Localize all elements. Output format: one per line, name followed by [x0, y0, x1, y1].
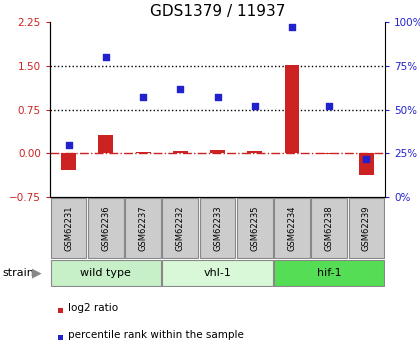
Text: GSM62233: GSM62233 — [213, 205, 222, 251]
Bar — [359, 153, 374, 175]
Text: hif-1: hif-1 — [317, 268, 341, 278]
Bar — [210, 150, 225, 153]
Point — [326, 103, 333, 109]
Point — [177, 86, 184, 91]
Text: GSM62238: GSM62238 — [325, 205, 333, 251]
Bar — [200, 198, 235, 258]
Bar — [274, 260, 384, 286]
Bar — [98, 135, 113, 153]
Text: ▶: ▶ — [32, 266, 41, 279]
Bar — [247, 151, 262, 153]
Text: GSM62235: GSM62235 — [250, 205, 259, 251]
Bar — [349, 198, 384, 258]
Bar — [163, 198, 198, 258]
Bar — [173, 151, 188, 153]
Text: GSM62239: GSM62239 — [362, 205, 371, 251]
Point — [251, 103, 258, 109]
Bar — [284, 65, 299, 153]
Bar — [125, 198, 161, 258]
Bar — [274, 198, 310, 258]
Text: log2 ratio: log2 ratio — [68, 303, 118, 313]
Bar — [237, 198, 273, 258]
Text: GSM62232: GSM62232 — [176, 205, 185, 251]
Text: GSM62237: GSM62237 — [139, 205, 147, 251]
Point — [214, 95, 221, 100]
Point — [140, 95, 147, 100]
Bar — [136, 152, 150, 153]
Text: percentile rank within the sample: percentile rank within the sample — [68, 330, 244, 340]
Text: GSM62234: GSM62234 — [287, 205, 297, 251]
Bar — [88, 198, 124, 258]
Text: wild type: wild type — [80, 268, 131, 278]
Text: GSM62236: GSM62236 — [101, 205, 110, 251]
Bar — [51, 198, 87, 258]
Text: vhl-1: vhl-1 — [204, 268, 231, 278]
Point — [102, 54, 109, 60]
Point — [289, 24, 295, 30]
Text: strain: strain — [2, 268, 34, 278]
Point — [363, 156, 370, 161]
Text: GDS1379 / 11937: GDS1379 / 11937 — [150, 4, 285, 19]
Bar — [163, 260, 273, 286]
Bar — [311, 198, 347, 258]
Point — [65, 142, 72, 147]
Bar — [51, 260, 161, 286]
Bar — [61, 153, 76, 170]
Bar — [322, 153, 336, 155]
Text: GSM62231: GSM62231 — [64, 205, 73, 251]
